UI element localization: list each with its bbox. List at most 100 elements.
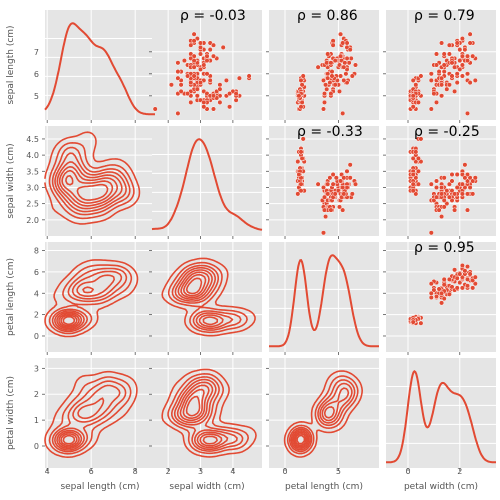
- scatter-point: [410, 104, 416, 110]
- scatter-point: [178, 88, 184, 94]
- scatter-point: [197, 66, 204, 72]
- scatter-point: [340, 207, 346, 213]
- panel-background: [152, 126, 262, 236]
- scatter-point: [217, 86, 223, 92]
- scatter-point: [348, 55, 354, 61]
- scatter-point: [329, 69, 335, 75]
- scatter-point: [464, 71, 471, 77]
- labels-layer: 4 6 8 2 3 4 0 5 0 2 5 6 7 2.0 2.5 3.0 3.5 4.0 4.5 0 2 4 6 8 0 1 2 3…: [6, 8, 480, 492]
- scatter-point: [459, 62, 465, 68]
- scatter-point: [298, 149, 304, 155]
- kde-contour-line: [185, 277, 203, 295]
- x-tick-label: 5: [336, 467, 341, 476]
- kde-contour-line: [61, 169, 114, 204]
- scatter-point: [449, 60, 455, 66]
- scatter-point: [452, 88, 458, 94]
- scatter-point: [428, 71, 434, 77]
- y-tick-label: 8: [34, 247, 39, 256]
- kde-contour-line: [185, 395, 201, 417]
- scatter-point: [246, 73, 252, 79]
- kde-contour-line: [288, 379, 356, 453]
- scatter-point: [439, 82, 445, 88]
- kde-contour-line: [167, 373, 249, 455]
- scatter-point: [472, 274, 478, 280]
- y-tick-label: 2: [34, 390, 39, 399]
- scatter-point: [452, 207, 458, 213]
- scatter-point: [433, 184, 440, 191]
- scatter-point: [330, 181, 336, 187]
- kde-contour-line: [58, 166, 118, 207]
- scatter-point: [428, 77, 434, 83]
- scatter-point: [459, 36, 465, 42]
- scatter-point: [467, 40, 473, 46]
- correlation-label: ρ = 0.95: [414, 240, 475, 256]
- scatter-point: [454, 80, 460, 86]
- kde-contour-line: [171, 264, 242, 331]
- x-tick-label: 6: [89, 467, 94, 476]
- scatter-point: [415, 168, 421, 174]
- scatter-point: [191, 73, 197, 79]
- kde-contour-line: [51, 380, 127, 453]
- scatter-point: [175, 110, 181, 116]
- scatter-point: [191, 64, 197, 70]
- scatter-point: [454, 171, 460, 178]
- kde-contour-line: [58, 286, 94, 328]
- scatter-point: [428, 106, 434, 112]
- scatter-point: [418, 73, 424, 79]
- scatter-point: [321, 99, 328, 105]
- scatter-point: [320, 106, 327, 112]
- scatter-point: [472, 175, 478, 181]
- scatter-point: [410, 77, 416, 83]
- scatter-point: [428, 230, 434, 236]
- scatter-point: [323, 82, 329, 88]
- scatter-point: [441, 296, 447, 302]
- scatter-point: [459, 53, 465, 59]
- scatter-point: [464, 53, 471, 59]
- y-tick-label: 6: [34, 268, 39, 277]
- scatter-point: [191, 31, 197, 37]
- scatter-point: [191, 38, 197, 44]
- x-tick-label: 4: [45, 467, 50, 476]
- scatter-point: [181, 58, 187, 64]
- scatter-point: [210, 106, 217, 112]
- scatter-point: [341, 175, 347, 181]
- correlation-label: ρ = -0.03: [180, 8, 246, 24]
- kde-contour-line: [54, 152, 127, 213]
- scatter-point: [325, 181, 331, 187]
- scatter-point: [344, 40, 350, 46]
- scatter-point: [446, 291, 452, 297]
- scatter-point: [449, 171, 455, 178]
- scatter-point: [462, 268, 468, 274]
- scatter-point: [467, 271, 473, 277]
- y-axis-label: sepal length (cm): [6, 25, 16, 104]
- scatter-point: [415, 155, 421, 161]
- scatter-point: [152, 106, 158, 112]
- y-tick-label: 0: [34, 442, 39, 451]
- scatter-point: [320, 230, 327, 236]
- scatter-point: [352, 62, 359, 68]
- scatter-point: [295, 159, 301, 165]
- scatter-point: [464, 264, 471, 270]
- kde-diagonal-curve: [44, 22, 155, 116]
- scatter-point: [449, 178, 455, 184]
- scatter-point: [433, 51, 440, 57]
- scatter-point: [410, 181, 416, 187]
- scatter-point: [454, 285, 460, 291]
- scatter-point: [328, 207, 334, 213]
- scatter-point: [467, 80, 473, 86]
- scatter-point: [210, 42, 217, 48]
- scatter-point: [464, 283, 471, 289]
- scatter-point: [436, 286, 442, 292]
- scatter-point: [325, 75, 331, 81]
- scatter-point: [324, 86, 330, 92]
- scatter-point: [457, 271, 463, 277]
- scatter-point: [472, 281, 478, 287]
- x-axis-label: petal width (cm): [404, 482, 478, 492]
- kde-contour-line: [283, 370, 363, 458]
- scatter-point: [418, 320, 424, 326]
- scatter-point: [185, 91, 191, 97]
- kde-contour-line: [62, 315, 76, 326]
- scatter-point: [295, 191, 301, 197]
- scatter-point: [464, 191, 471, 197]
